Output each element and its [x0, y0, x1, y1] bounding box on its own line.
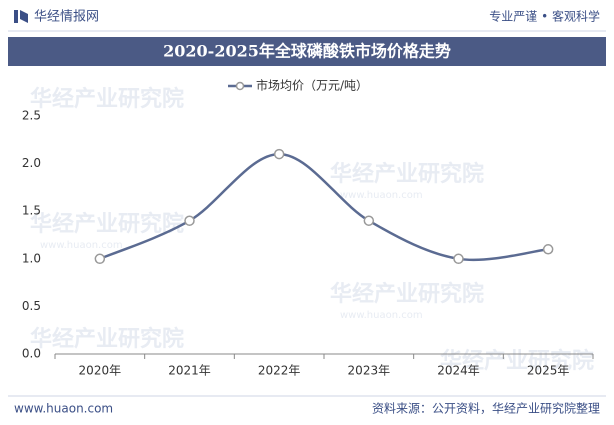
- watermark: www.huaon.com: [340, 310, 423, 321]
- y-tick-label: 0.0: [22, 347, 41, 361]
- point: [363, 215, 375, 226]
- point: [94, 253, 106, 265]
- chart-title: 2020-2025年全球磷酸铁市场价格走势: [163, 42, 451, 61]
- footer: www.huaon.com 资料来源：公开资料，华经产业研究院整理: [8, 395, 606, 416]
- y-tick-label: 2.0: [22, 156, 41, 170]
- watermark: www.huaon.com: [40, 240, 123, 251]
- y-tick-label: 2.5: [22, 109, 41, 123]
- point: [542, 244, 554, 255]
- header: 华经情报网 专业严谨 • 客观科学: [8, 9, 606, 32]
- watermark: 华经产业研究院: [440, 348, 594, 374]
- y-tick-label: 1.5: [22, 204, 41, 218]
- legend-label: 市场均价（万元/吨）: [256, 78, 368, 93]
- source: 资料来源：公开资料，华经产业研究院整理: [372, 401, 600, 416]
- point: [273, 148, 285, 160]
- watermark: 华经产业研究院: [330, 281, 484, 307]
- x-tick-label: 2025年: [527, 364, 570, 378]
- y-tick-label: 0.5: [22, 299, 41, 313]
- website: www.huaon.com: [14, 402, 113, 416]
- y-tick-label: 1.0: [22, 251, 41, 265]
- watermark: www.huaon.com: [340, 190, 423, 201]
- watermark: 华经产业研究院: [330, 161, 484, 187]
- logo: [20, 10, 28, 23]
- x-tick-label: 2023年: [348, 364, 391, 378]
- logo: [14, 10, 18, 23]
- point: [453, 253, 464, 265]
- title-banner: [8, 37, 606, 66]
- watermark: 华经产业研究院: [30, 326, 184, 352]
- x-tick-label: 2022年: [258, 364, 301, 378]
- x-tick-label: 2024年: [437, 364, 480, 378]
- x-tick-label: 2021年: [168, 364, 211, 378]
- x-tick-label: 2020年: [79, 364, 122, 378]
- brand: 华经情报网: [34, 10, 99, 25]
- watermarks: 华经产业研究院 华经产业研究院 华经产业研究院 华经产业研究院 华经产业研究院 …: [30, 86, 594, 374]
- watermark: 华经产业研究院: [30, 86, 184, 112]
- point: [184, 215, 195, 226]
- plot: 0.0 0.5 1.0 1.5 2.0 2.5 2020年 2021年 2022年 2023年 20…: [22, 78, 594, 378]
- tagline: 专业严谨 • 客观科学: [489, 9, 600, 24]
- watermark: 华经产业研究院: [30, 211, 184, 237]
- legend-marker: [235, 81, 245, 91]
